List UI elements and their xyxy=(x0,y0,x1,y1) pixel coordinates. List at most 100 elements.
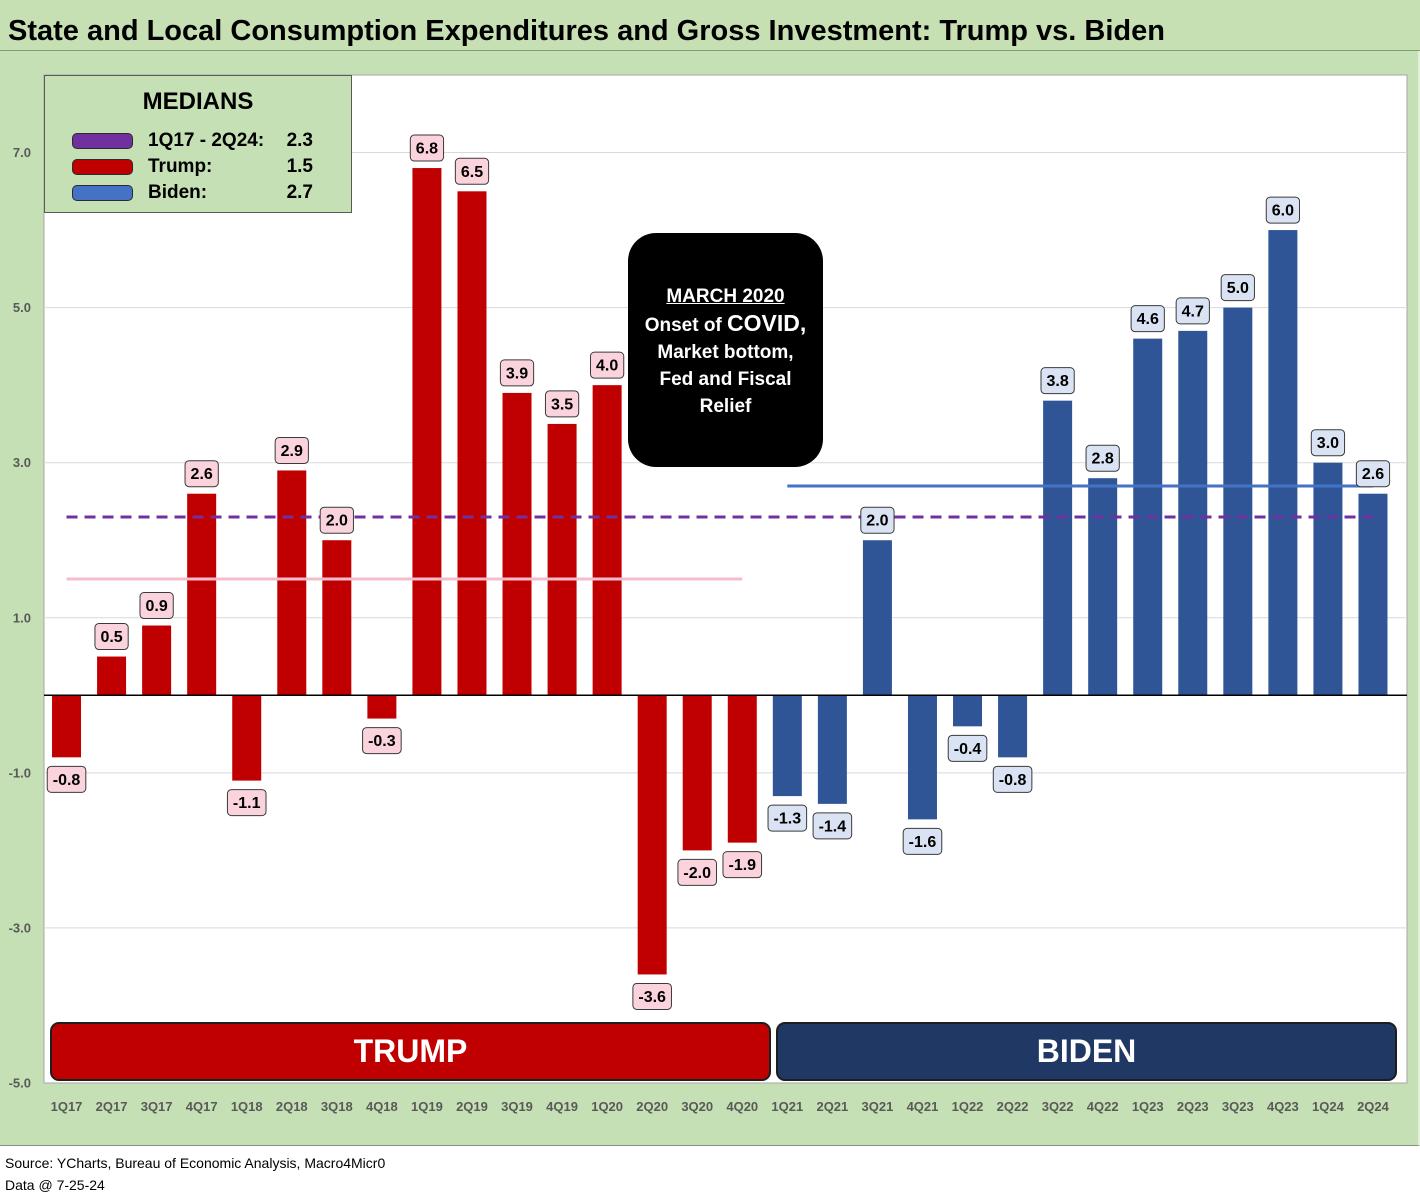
biden-period-banner: BIDEN xyxy=(776,1022,1397,1081)
data-label-value: 3.9 xyxy=(506,365,528,382)
data-label-box xyxy=(1175,297,1210,325)
data-label-1q19: 6.8 xyxy=(409,134,445,162)
data-label-1q18: -1.1 xyxy=(226,789,267,817)
x-tick-label-1q24: 1Q24 xyxy=(1312,1099,1345,1114)
bar-1q21 xyxy=(772,695,802,797)
legend-item-overall: 1Q17 - 2Q24: 2.3 xyxy=(45,128,351,154)
x-axis-tick-labels: 1Q17 2Q17 3Q17 4Q17 1Q18 2Q18 3Q18 4Q18 1Q19 2Q19… xyxy=(51,1099,1390,1114)
data-label-value: 4.7 xyxy=(1182,303,1204,320)
data-label-box xyxy=(499,359,535,387)
data-label-value: -1.1 xyxy=(233,795,261,812)
y-axis-tick-labels: 7.0 5.0 3.0 1.0 -1.0 -3.0 -5.0 xyxy=(9,145,31,1090)
median-lines xyxy=(66,484,1373,581)
data-label-2q19: 6.5 xyxy=(454,157,490,185)
data-label-value: 2.8 xyxy=(1092,451,1114,468)
data-label-box xyxy=(860,506,895,534)
bar-2q20 xyxy=(637,695,667,975)
x-tick-label-4q22: 4Q22 xyxy=(1087,1099,1119,1114)
y-tick-label: -5.0 xyxy=(9,1076,31,1091)
x-tick-label-1q19: 1Q19 xyxy=(411,1099,443,1114)
data-label-2q17: 0.5 xyxy=(94,623,129,651)
bar-3q21 xyxy=(862,540,892,696)
data-label-value: 5.0 xyxy=(1227,280,1249,297)
bar-3q18 xyxy=(322,540,352,696)
bar-4q19 xyxy=(547,423,577,696)
data-label-value: -1.3 xyxy=(774,811,802,828)
x-tick-label-1q17: 1Q17 xyxy=(51,1099,83,1114)
data-label-box xyxy=(632,982,672,1010)
data-label-box xyxy=(544,390,580,418)
data-label-box xyxy=(46,765,87,793)
data-label-4q23: 6.0 xyxy=(1265,196,1300,224)
bar-4q20 xyxy=(727,695,757,843)
data-label-value: 2.6 xyxy=(191,466,213,483)
data-label-box xyxy=(1040,367,1075,395)
title-bar: State and Local Consumption Expenditures… xyxy=(0,0,1420,51)
data-label-box xyxy=(362,727,402,755)
data-label-4q21: -1.6 xyxy=(902,827,943,855)
data-label-value: 2.6 xyxy=(1362,466,1384,483)
data-label-3q19: 3.9 xyxy=(499,359,535,387)
chart-title: State and Local Consumption Expenditures… xyxy=(8,15,1165,47)
footer: Source: YCharts, Bureau of Economic Anal… xyxy=(0,1146,1420,1198)
legend-swatch-overall xyxy=(72,133,133,149)
x-tick-label-1q22: 1Q22 xyxy=(952,1099,984,1114)
x-tick-label-2q22: 2Q22 xyxy=(997,1099,1029,1114)
bar-3q23 xyxy=(1223,307,1253,696)
bar-2q21 xyxy=(817,695,847,804)
data-label-box xyxy=(1355,460,1391,488)
bar-2q23 xyxy=(1178,330,1208,696)
x-tick-label-1q23: 1Q23 xyxy=(1132,1099,1164,1114)
bar-2q24 xyxy=(1358,493,1388,696)
data-label-value: -0.8 xyxy=(999,772,1027,789)
data-label-value: 2.0 xyxy=(326,513,348,530)
bar-4q23 xyxy=(1268,230,1298,696)
legend-item-biden: Biden: 2.7 xyxy=(45,180,351,206)
bar-1q20 xyxy=(592,385,622,696)
data-label-3q21: 2.0 xyxy=(860,506,895,534)
data-label-box xyxy=(1265,196,1300,224)
x-tick-label-1q20: 1Q20 xyxy=(591,1099,623,1114)
data-label-4q18: -0.3 xyxy=(362,727,402,755)
annotation-line-2: Market bottom, xyxy=(657,342,794,363)
bar-3q19 xyxy=(502,392,532,696)
x-tick-label-4q23: 4Q23 xyxy=(1267,1099,1299,1114)
data-label-box xyxy=(947,734,988,762)
data-label-box xyxy=(812,812,853,840)
data-label-value: -2.0 xyxy=(683,865,711,882)
data-label-2q21: -1.4 xyxy=(812,812,853,840)
data-label-value: 2.9 xyxy=(281,443,303,460)
data-label-2q20: -3.6 xyxy=(632,982,672,1010)
legend-item-trump: Trump: 1.5 xyxy=(45,154,351,180)
data-label-box xyxy=(139,592,174,620)
data-label-box xyxy=(454,157,490,185)
x-tick-label-3q18: 3Q18 xyxy=(321,1099,353,1114)
data-label-1q17: -0.8 xyxy=(46,765,87,793)
legend-label-overall: 1Q17 - 2Q24: xyxy=(148,130,265,151)
legend-swatch-biden xyxy=(72,185,133,201)
data-date-note: Data @ 7-25-24 xyxy=(5,1177,105,1193)
source-note: Source: YCharts, Bureau of Economic Anal… xyxy=(5,1155,386,1171)
data-label-value: 2.0 xyxy=(866,513,888,530)
data-label-3q20: -2.0 xyxy=(677,858,718,886)
data-label-box xyxy=(722,851,763,879)
data-labels: -0.8 0.5 0.9 2.6 -1.1 2.9 2.0 -0.3 6.8 6.5 3.9 3.5 4… xyxy=(46,134,1391,1010)
data-label-box xyxy=(902,827,943,855)
data-label-box xyxy=(1310,429,1346,457)
bar-3q17 xyxy=(142,625,172,696)
data-label-box xyxy=(1220,274,1255,302)
x-tick-label-2q24: 2Q24 xyxy=(1357,1099,1390,1114)
legend-label-biden: Biden: xyxy=(148,182,208,203)
x-tick-label-4q17: 4Q17 xyxy=(186,1099,218,1114)
bar-3q22 xyxy=(1043,400,1073,696)
data-label-box xyxy=(677,858,718,886)
bars xyxy=(52,168,1388,975)
data-label-4q20: -1.9 xyxy=(722,851,763,879)
bar-4q22 xyxy=(1088,478,1118,696)
y-tick-label: -3.0 xyxy=(9,920,31,935)
x-tick-label-3q22: 3Q22 xyxy=(1042,1099,1074,1114)
bar-1q24 xyxy=(1313,462,1343,696)
data-label-value: -1.6 xyxy=(909,834,937,851)
annotation-line-3: Fed and Fiscal xyxy=(659,369,792,390)
data-label-box xyxy=(590,351,625,379)
